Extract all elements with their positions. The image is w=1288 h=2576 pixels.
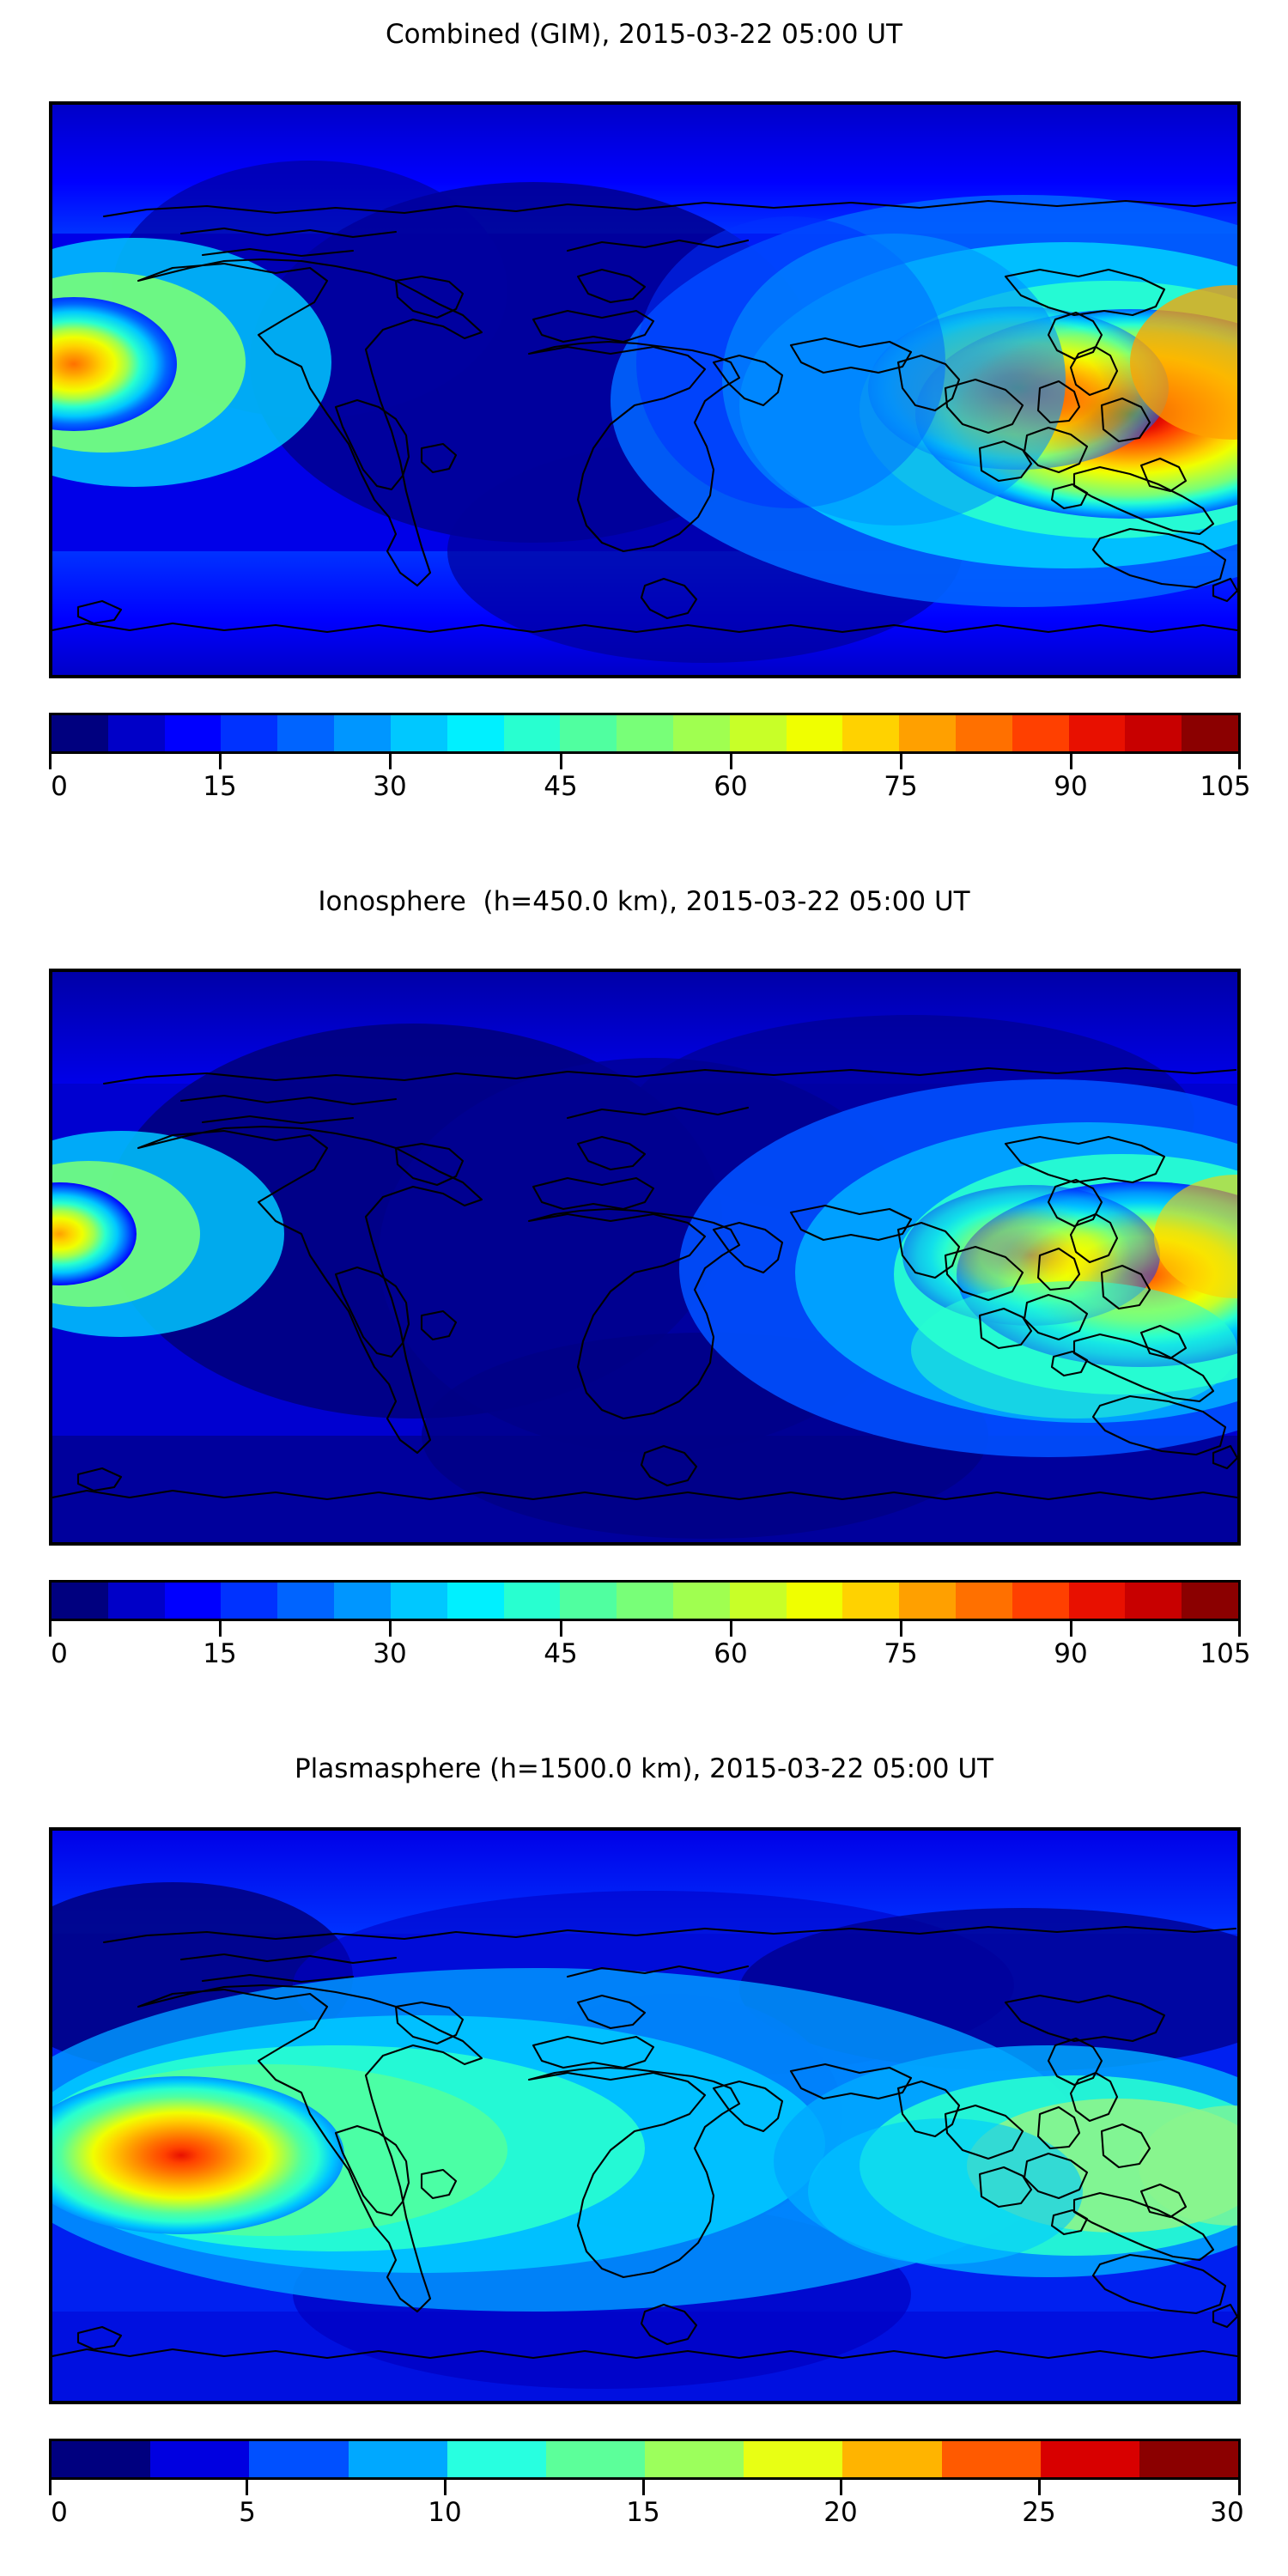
contour-peak-epacific [52, 2076, 344, 2234]
cb3-tick-25: 25 [1022, 2497, 1056, 2528]
panel-plasmasphere: Plasmasphere (h=1500.0 km), 2015-03-22 0… [0, 1735, 1288, 2576]
cb2-tick-30: 30 [373, 1638, 407, 1669]
map-combined [49, 101, 1241, 678]
map-ionosphere [49, 969, 1241, 1546]
cb3-tick-10: 10 [428, 2497, 462, 2528]
cb2-tick-75: 75 [884, 1638, 918, 1669]
panel-title-plasmasphere: Plasmasphere (h=1500.0 km), 2015-03-22 0… [294, 1753, 993, 1784]
cb2-tick-15: 15 [203, 1638, 237, 1669]
cb3-tick-5: 5 [239, 2497, 256, 2528]
colorbar-ticklabels-plasmasphere: 0 5 10 15 20 25 30 [49, 2497, 1244, 2537]
colorbar-swatches-plasmasphere [49, 2439, 1241, 2480]
cb2-tick-60: 60 [714, 1638, 748, 1669]
contour-india [722, 234, 1066, 526]
cb3-tick-30: 30 [1210, 2497, 1244, 2528]
panel-combined: Combined (GIM), 2015-03-22 05:00 UT [0, 0, 1288, 867]
cb2-tick-0: 0 [51, 1638, 68, 1669]
contour-peak-pacific [52, 1182, 137, 1285]
map-canvas-plasmasphere [52, 1831, 1237, 2401]
cb1-tick-0: 0 [51, 771, 68, 802]
cb3-tick-15: 15 [626, 2497, 660, 2528]
panel-title-combined: Combined (GIM), 2015-03-22 05:00 UT [386, 19, 902, 50]
cb1-tick-15: 15 [203, 771, 237, 802]
colorbar-swatches-combined [49, 713, 1241, 754]
cb1-tick-75: 75 [884, 771, 918, 802]
map-plasmasphere [49, 1827, 1241, 2404]
contour-indian [808, 2118, 1083, 2264]
colorbar-swatches-ionosphere [49, 1580, 1241, 1621]
colorbar-ionosphere: 0 15 30 45 60 75 90 105 [49, 1580, 1251, 1678]
contour-seasia-wrap [1139, 2105, 1237, 2226]
panel-title-ionosphere: Ionosphere (h=450.0 km), 2015-03-22 05:0… [318, 886, 970, 917]
cb2-tick-45: 45 [544, 1638, 578, 1669]
cb2-tick-90: 90 [1054, 1638, 1088, 1669]
contour-peak-pacific-wrap [1130, 285, 1237, 440]
contour-peak-pacific [52, 297, 177, 431]
colorbar-ticklabels-combined: 0 15 30 45 60 75 90 105 [49, 771, 1250, 811]
cb3-tick-0: 0 [51, 2497, 68, 2528]
coastlines-ionosphere [52, 1066, 1237, 1501]
colorbar-ticks-ionosphere [49, 1621, 1241, 1638]
cb1-tick-105: 105 [1200, 771, 1251, 802]
map-canvas-ionosphere [52, 972, 1237, 1542]
cb1-tick-90: 90 [1054, 771, 1088, 802]
map-canvas-combined [52, 105, 1237, 675]
cb1-tick-30: 30 [373, 771, 407, 802]
colorbar-ticklabels-ionosphere: 0 15 30 45 60 75 90 105 [49, 1638, 1250, 1678]
cb3-tick-20: 20 [823, 2497, 858, 2528]
coastlines-plasmasphere [52, 1925, 1237, 2360]
cb1-tick-60: 60 [714, 771, 748, 802]
panel-ionosphere: Ionosphere (h=450.0 km), 2015-03-22 05:0… [0, 867, 1288, 1735]
cb1-tick-45: 45 [544, 771, 578, 802]
colorbar-combined: 0 15 30 45 60 75 90 105 [49, 713, 1251, 811]
cb2-tick-105: 105 [1200, 1638, 1251, 1669]
contour-peak-pacific-wrap [1154, 1175, 1237, 1298]
colorbar-plasmasphere: 0 5 10 15 20 25 30 [49, 2439, 1244, 2537]
colorbar-ticks-combined [49, 754, 1241, 771]
coastlines-combined [52, 199, 1237, 634]
colorbar-ticks-plasmasphere [49, 2480, 1241, 2497]
